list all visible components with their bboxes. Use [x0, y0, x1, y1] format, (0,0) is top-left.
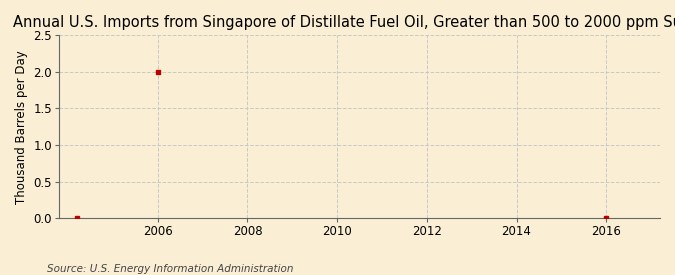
Y-axis label: Thousand Barrels per Day: Thousand Barrels per Day [15, 50, 28, 204]
Title: Annual U.S. Imports from Singapore of Distillate Fuel Oil, Greater than 500 to 2: Annual U.S. Imports from Singapore of Di… [13, 15, 675, 30]
Text: Source: U.S. Energy Information Administration: Source: U.S. Energy Information Administ… [47, 264, 294, 274]
